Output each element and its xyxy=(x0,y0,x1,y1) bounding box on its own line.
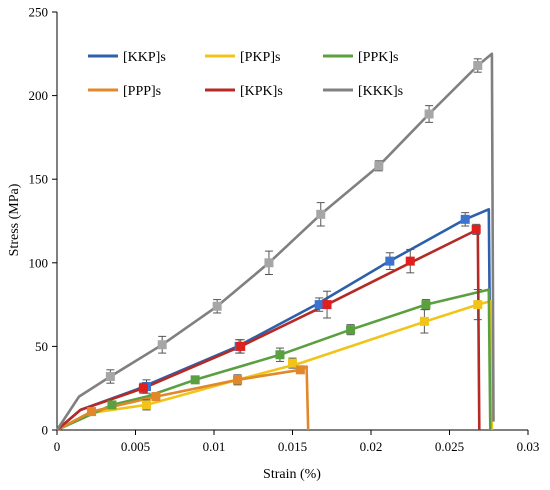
data-point xyxy=(374,160,384,172)
x-tick-label: 0.02 xyxy=(360,439,383,454)
point-marker xyxy=(316,209,326,219)
x-tick-label: 0 xyxy=(54,439,61,454)
data-point xyxy=(288,357,297,369)
point-marker xyxy=(105,371,115,381)
point-marker xyxy=(141,400,151,410)
legend-label: [KKP]s xyxy=(123,50,166,65)
series-line xyxy=(56,365,310,432)
point-marker xyxy=(157,340,167,350)
x-tick-label: 0.01 xyxy=(203,439,226,454)
legend-item: [PKP]s xyxy=(205,50,280,65)
data-point xyxy=(460,212,470,227)
point-marker xyxy=(233,375,243,385)
legend-label: [PKP]s xyxy=(240,50,280,65)
data-point xyxy=(471,223,481,235)
point-marker xyxy=(473,61,483,71)
point-marker xyxy=(138,383,148,393)
y-tick-label: 100 xyxy=(29,255,49,270)
legend-item: [KPK]s xyxy=(205,84,283,99)
point-marker xyxy=(288,358,297,368)
legend-item: [KKP]s xyxy=(88,50,166,65)
x-tick-label: 0.03 xyxy=(517,439,540,454)
data-point xyxy=(295,365,305,375)
point-marker xyxy=(374,161,384,171)
data-point xyxy=(107,400,117,410)
data-point xyxy=(275,347,285,362)
point-marker xyxy=(473,300,483,310)
point-marker xyxy=(87,407,97,417)
data-point xyxy=(424,105,434,123)
data-point xyxy=(233,375,243,385)
data-point xyxy=(385,252,395,270)
legend-label: [KPK]s xyxy=(240,84,283,99)
x-tick-label: 0.025 xyxy=(435,439,464,454)
data-point xyxy=(316,202,326,227)
point-marker xyxy=(190,375,200,385)
point-marker xyxy=(421,300,431,310)
data-point xyxy=(473,58,483,73)
x-tick-label: 0.005 xyxy=(121,439,150,454)
point-marker xyxy=(471,224,481,234)
x-tick-label: 0.015 xyxy=(278,439,307,454)
point-marker xyxy=(236,341,246,351)
data-point xyxy=(314,297,324,312)
point-marker xyxy=(264,258,274,268)
legend-label: [PPP]s xyxy=(123,84,161,99)
legend-item: [PPP]s xyxy=(88,84,161,99)
y-tick-label: 200 xyxy=(29,88,49,103)
point-marker xyxy=(295,365,305,375)
y-tick-label: 250 xyxy=(29,5,49,20)
data-point xyxy=(236,339,246,354)
axes: 0 0.005 0.01 0.015 0.02 0.025 0.03 0 50 100 150 200… xyxy=(29,5,540,455)
data-point xyxy=(405,248,415,274)
x-axis-title: Strain (%) xyxy=(263,467,321,482)
legend-label: [PPK]s xyxy=(358,50,398,65)
legend-item: [KKK]s xyxy=(323,84,403,99)
data-point xyxy=(212,299,222,314)
y-tick-label: 150 xyxy=(29,172,49,187)
point-marker xyxy=(275,350,285,360)
data-point xyxy=(151,392,161,402)
data-point xyxy=(190,375,200,385)
point-marker xyxy=(322,300,332,310)
point-marker xyxy=(419,316,429,326)
data-point xyxy=(473,289,483,321)
data-point xyxy=(264,250,274,276)
point-marker xyxy=(107,400,117,410)
data-point xyxy=(322,290,332,319)
point-marker xyxy=(151,392,161,402)
point-marker xyxy=(424,109,434,119)
point-marker xyxy=(385,256,395,266)
point-marker xyxy=(405,256,415,266)
point-marker xyxy=(314,300,324,310)
data-point xyxy=(346,324,356,336)
point-marker xyxy=(346,325,356,335)
data-point xyxy=(87,407,97,417)
series-line xyxy=(56,300,494,432)
data-point xyxy=(419,309,429,334)
legend: [KKP]s [PKP]s [PPK]s [PPP]s [KPK]s [KKK]s xyxy=(88,50,403,99)
y-tick-label: 50 xyxy=(35,339,48,354)
data-point xyxy=(157,335,167,354)
data-point xyxy=(138,382,148,394)
point-marker xyxy=(212,301,222,311)
y-axis-title: Stress (MPa) xyxy=(7,183,22,256)
data-point xyxy=(105,369,115,384)
series-points xyxy=(87,58,483,417)
legend-item: [PPK]s xyxy=(323,50,398,65)
y-tick-label: 0 xyxy=(42,423,49,438)
legend-label: [KKK]s xyxy=(358,84,403,99)
data-point xyxy=(141,399,151,411)
point-marker xyxy=(460,214,470,224)
data-point xyxy=(421,299,431,311)
